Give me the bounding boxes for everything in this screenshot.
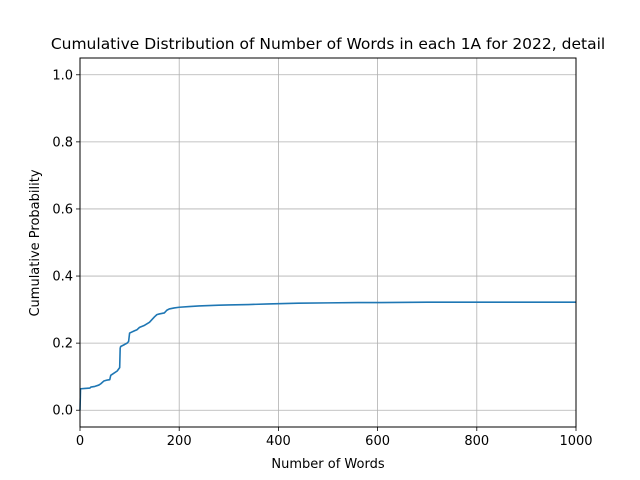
grid — [79, 58, 577, 427]
y-axis-label: Cumulative Probability — [28, 169, 43, 316]
x-tick-label: 400 — [266, 434, 291, 449]
plot-area-frame — [79, 57, 577, 428]
x-axis-label: Number of Words — [271, 457, 384, 472]
x-tick-label: 800 — [464, 434, 489, 449]
y-tick-label: 0.4 — [52, 270, 73, 285]
y-tick-label: 0.2 — [52, 337, 73, 352]
y-tick-label: 0.8 — [52, 135, 73, 150]
ticks: 0 200 400 600 800 1000 0.0 0.2 0.4 0.6 0.8 1.0 — [52, 68, 592, 449]
x-tick-label: 1000 — [559, 434, 592, 449]
y-tick-label: 0.0 — [52, 404, 73, 419]
series-layer — [79, 301, 576, 411]
y-tick-label: 0.6 — [52, 202, 73, 217]
x-tick-label: 200 — [167, 434, 192, 449]
chart-title: Cumulative Distribution of Number of Wor… — [51, 35, 605, 53]
x-tick-label: 600 — [365, 434, 390, 449]
y-tick-label: 1.0 — [52, 68, 73, 83]
series-line-0 — [79, 301, 576, 411]
x-tick-label: 0 — [76, 434, 84, 449]
